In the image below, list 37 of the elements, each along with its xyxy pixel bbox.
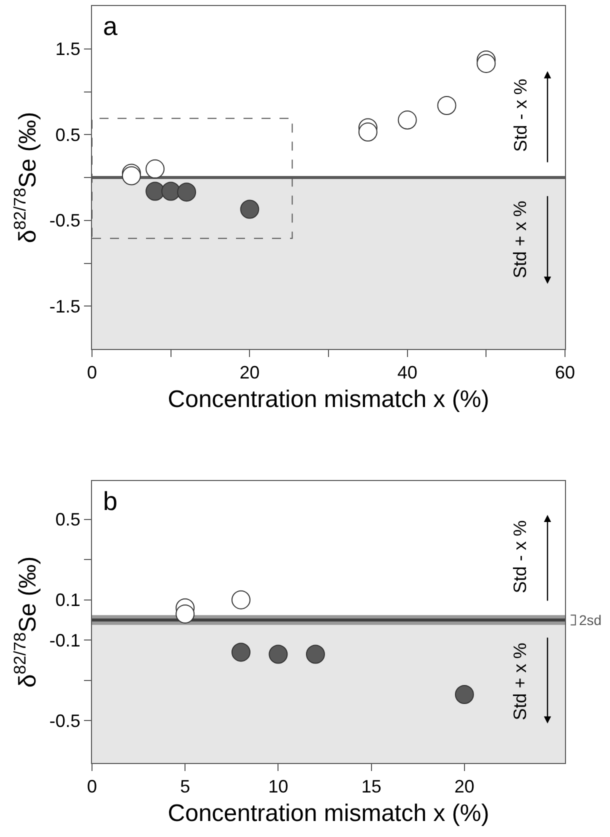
- y-tick-label: 0.5: [55, 124, 80, 145]
- x-tick-label: 60: [554, 362, 576, 383]
- point: [268, 644, 288, 664]
- point: [146, 182, 165, 201]
- y-tick-label: -0.5: [49, 711, 80, 731]
- x-tick-label: 5: [180, 776, 190, 797]
- point: [454, 685, 474, 704]
- x-tick-label: 20: [454, 776, 474, 797]
- point: [177, 182, 196, 202]
- y-tick-label: 0.5: [55, 510, 80, 530]
- y-tick-label: -0.5: [49, 210, 80, 231]
- annotation: Std + x %: [510, 642, 530, 720]
- annotation: Std + x %: [510, 200, 530, 278]
- point: [476, 54, 496, 73]
- x-tick-label: 10: [268, 776, 288, 797]
- point: [358, 122, 378, 142]
- chart-title: b: [103, 486, 118, 516]
- point: [240, 200, 260, 219]
- y-tick-label: 0.1: [55, 590, 80, 610]
- y-tick-label: -0.1: [49, 630, 80, 650]
- x-tick-label: 20: [240, 362, 260, 383]
- x-tick-label: 0: [86, 776, 98, 797]
- chart-title: a: [103, 11, 118, 41]
- x-axis-title: Concentration mismatch x (%): [168, 800, 490, 827]
- y-tick-label: -1.5: [49, 296, 80, 316]
- x-axis-title: Concentration mismatch x (%): [168, 386, 490, 413]
- band-label: 2sd: [579, 612, 602, 628]
- annotation: Std - x %: [510, 78, 530, 152]
- point: [161, 182, 180, 201]
- point: [176, 604, 195, 624]
- x-tick-label: 0: [86, 362, 98, 383]
- x-tick-label: 15: [361, 776, 382, 797]
- y-tick-label: 1.5: [55, 39, 80, 60]
- x-tick-label: 40: [397, 362, 418, 383]
- annotation: Std - x %: [510, 520, 530, 594]
- point: [231, 642, 250, 662]
- point: [306, 644, 325, 664]
